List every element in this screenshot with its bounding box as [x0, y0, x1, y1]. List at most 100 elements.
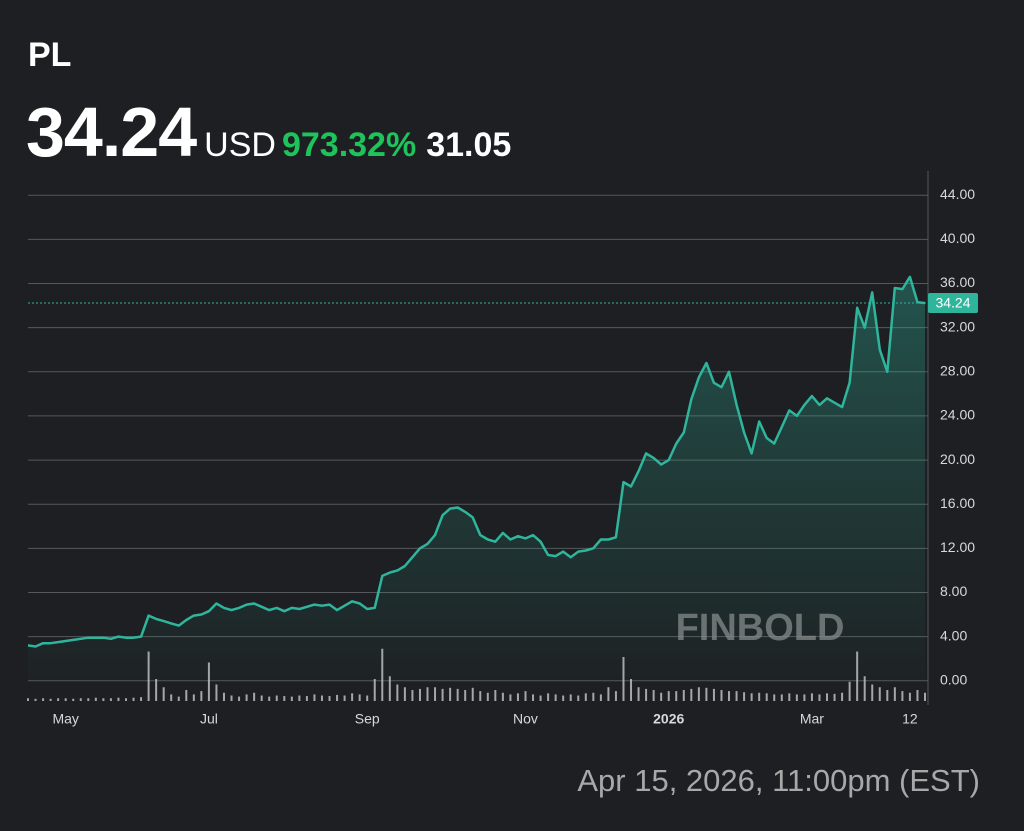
change-value: 31.05: [426, 126, 512, 164]
last-price-label: 34.24: [935, 295, 970, 311]
volume-bar: [192, 694, 195, 701]
volume-bar: [426, 687, 429, 701]
area: [28, 276, 925, 681]
volume-bar: [554, 694, 557, 701]
volume-bar: [630, 679, 633, 701]
volume-bar: [27, 698, 29, 701]
volume-bar: [599, 694, 602, 701]
y-tick-label: 0.00: [940, 671, 967, 687]
volume-bar: [758, 692, 761, 701]
volume-bar: [373, 679, 376, 701]
volume-bar: [358, 694, 361, 701]
volume-bar: [524, 691, 527, 701]
volume-bar: [49, 698, 52, 701]
volume-bar: [34, 698, 37, 701]
volume-bar: [411, 690, 414, 701]
volume-bar: [652, 690, 655, 701]
volume-bar: [924, 692, 926, 701]
x-tick-label: May: [52, 711, 78, 727]
price: 34.24: [26, 93, 197, 171]
volume-bar: [773, 694, 776, 701]
volume-bar: [532, 694, 535, 701]
volume-bar: [901, 691, 904, 701]
volume-bar: [479, 691, 482, 701]
volume-bar: [780, 694, 783, 701]
volume-bar: [177, 696, 180, 701]
volume-bar: [366, 695, 369, 701]
volume-bar: [117, 697, 120, 701]
volume-bar: [94, 697, 97, 701]
volume-bar: [79, 698, 82, 701]
volume-bar: [298, 695, 301, 701]
volume-bar: [697, 687, 700, 701]
volume-bar: [268, 696, 271, 701]
volume-bar: [140, 697, 143, 701]
y-tick-label: 32.00: [940, 318, 975, 334]
volume-bar: [494, 690, 497, 701]
x-tick-label: Mar: [800, 711, 824, 727]
volume-bar: [185, 690, 188, 701]
volume-bar: [795, 694, 798, 701]
volume-bar: [509, 694, 512, 701]
volume-bar: [833, 693, 836, 701]
volume-bar: [803, 694, 806, 701]
volume-bar: [57, 698, 60, 701]
volume-bar: [539, 695, 542, 701]
volume-bar: [64, 698, 67, 701]
symbol: PL: [28, 36, 72, 74]
volume-bar: [441, 688, 444, 701]
volume-bar: [712, 688, 715, 701]
volume-bar: [403, 687, 406, 701]
quote-row: 34.24 USD 973.32% 31.05: [26, 92, 511, 172]
volume-bar: [464, 690, 467, 701]
volume-bar: [788, 693, 791, 701]
volume-bar: [705, 687, 708, 701]
volume-bar: [245, 694, 248, 701]
volume-bar: [637, 687, 640, 701]
x-tick-label: Sep: [355, 711, 380, 727]
volume-bar: [42, 698, 45, 701]
volume-bar: [434, 687, 437, 701]
y-tick-label: 28.00: [940, 363, 975, 379]
volume-bar: [313, 694, 316, 701]
volume-bar: [667, 691, 670, 701]
volume-bar: [675, 691, 678, 701]
volume-bar: [155, 679, 158, 701]
y-tick-label: 36.00: [940, 274, 975, 290]
volume-bar: [87, 698, 90, 701]
volume-bar: [908, 692, 911, 701]
volume-bar: [102, 698, 105, 701]
volume-bar: [170, 694, 173, 701]
volume-bar: [660, 692, 663, 701]
volume-bar: [826, 693, 829, 701]
volume-bar: [682, 690, 685, 701]
volume-bar: [290, 696, 293, 701]
volume-bar: [848, 681, 851, 701]
volume-bar: [72, 698, 75, 701]
price-line: [27, 275, 926, 648]
volume-bar: [253, 692, 256, 701]
volume-bar: [569, 694, 572, 701]
volume-bar: [207, 662, 210, 701]
volume-bar: [396, 684, 399, 701]
volume-bar: [871, 684, 874, 701]
volume-bar: [562, 695, 565, 701]
volume-bar: [200, 691, 203, 701]
volume-bar: [222, 692, 225, 701]
volume-bar: [720, 690, 723, 701]
volume-bar: [328, 696, 331, 701]
volume-bar: [878, 687, 881, 701]
volume-bar: [230, 695, 233, 701]
last-price-badge: [928, 292, 978, 313]
volume-bar: [162, 687, 165, 701]
y-tick-label: 4.00: [940, 627, 967, 643]
volume-bar: [810, 693, 813, 701]
y-tick-label: 44.00: [940, 186, 975, 202]
volume-bar: [336, 694, 339, 701]
volume-bar: [305, 696, 308, 701]
volume-bar: [893, 687, 896, 701]
y-tick-label: 40.00: [940, 230, 975, 246]
volume-bar: [607, 687, 610, 701]
